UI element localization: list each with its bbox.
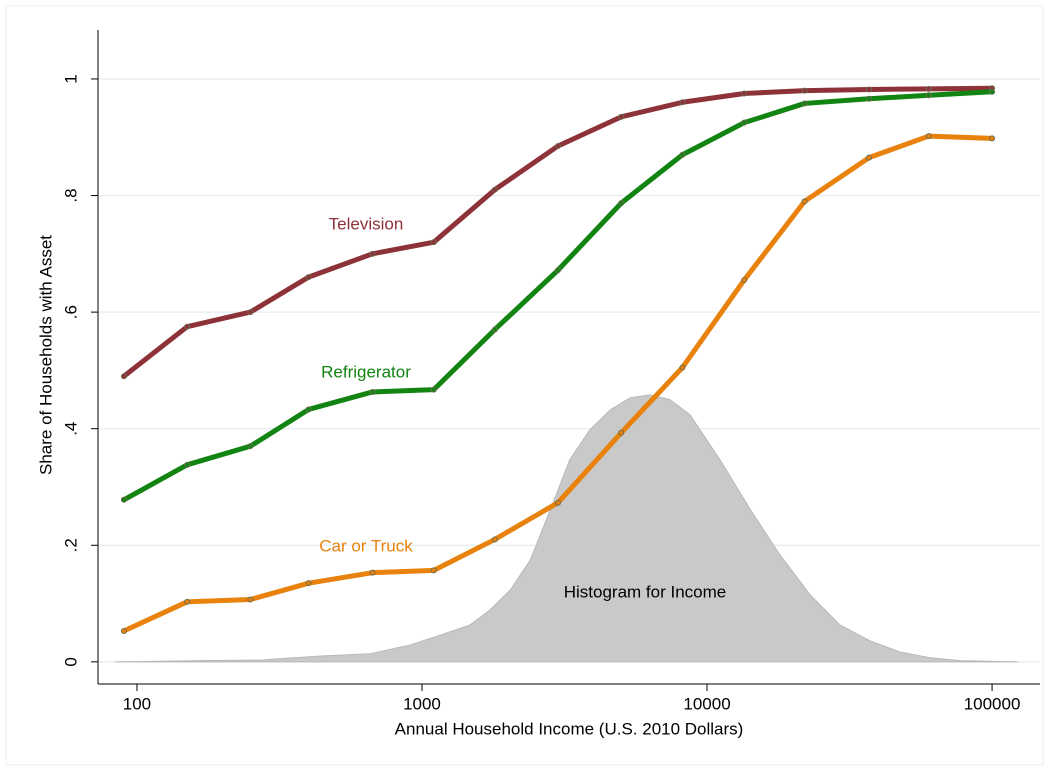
y-tick-label: .4 xyxy=(61,422,80,436)
series-point xyxy=(554,499,561,506)
series-point xyxy=(430,567,437,574)
series-point xyxy=(305,406,312,413)
series-point xyxy=(491,326,498,333)
series-point xyxy=(865,86,872,93)
series-point xyxy=(741,119,748,126)
series-point xyxy=(801,100,808,107)
y-tick-label: 0 xyxy=(61,657,80,666)
series-point xyxy=(430,386,437,393)
x-tick-label: 100 xyxy=(123,694,151,713)
series-label: Car or Truck xyxy=(319,536,413,555)
series-point xyxy=(430,239,437,246)
series-point xyxy=(618,113,625,120)
series-point xyxy=(184,461,191,468)
series-point xyxy=(120,627,127,634)
series-point xyxy=(865,95,872,102)
y-tick-label: .2 xyxy=(61,538,80,552)
series-point xyxy=(120,373,127,380)
series-point xyxy=(369,569,376,576)
series-point xyxy=(618,429,625,436)
series-point xyxy=(801,87,808,94)
histogram-area xyxy=(115,394,1018,663)
series-point xyxy=(247,596,254,603)
series-point xyxy=(741,277,748,284)
series-point xyxy=(247,443,254,450)
y-tick-label: .6 xyxy=(61,305,80,319)
series-point xyxy=(925,133,932,140)
y-axis-label: Share of Households with Asset xyxy=(36,235,55,475)
series-point xyxy=(305,580,312,587)
series-point xyxy=(369,388,376,395)
x-tick-label: 100000 xyxy=(964,694,1021,713)
series-point xyxy=(618,200,625,207)
series-point xyxy=(989,88,996,95)
series-point xyxy=(554,142,561,149)
y-tick-label: .8 xyxy=(61,188,80,202)
series-point xyxy=(925,85,932,92)
series-point xyxy=(679,151,686,158)
histogram-label: Histogram for Income xyxy=(564,582,727,601)
series-point xyxy=(679,99,686,106)
x-tick-label: 10000 xyxy=(683,694,730,713)
series-label: Television xyxy=(329,214,404,233)
series-point xyxy=(679,364,686,371)
series-point xyxy=(184,323,191,330)
series-point xyxy=(491,186,498,193)
series-point xyxy=(120,496,127,503)
series-point xyxy=(184,598,191,605)
y-tick-label: 1 xyxy=(61,74,80,83)
series-point xyxy=(801,198,808,205)
series-point xyxy=(491,536,498,543)
series-point xyxy=(305,274,312,281)
series-point xyxy=(247,309,254,316)
series-label: Refrigerator xyxy=(321,362,411,381)
series-point xyxy=(925,92,932,99)
series-point xyxy=(989,135,996,142)
x-tick-label: 1000 xyxy=(403,694,441,713)
series-point xyxy=(865,154,872,161)
series-point xyxy=(741,90,748,97)
series-point xyxy=(554,267,561,274)
series-point xyxy=(369,250,376,257)
x-axis-label: Annual Household Income (U.S. 2010 Dolla… xyxy=(395,719,744,738)
